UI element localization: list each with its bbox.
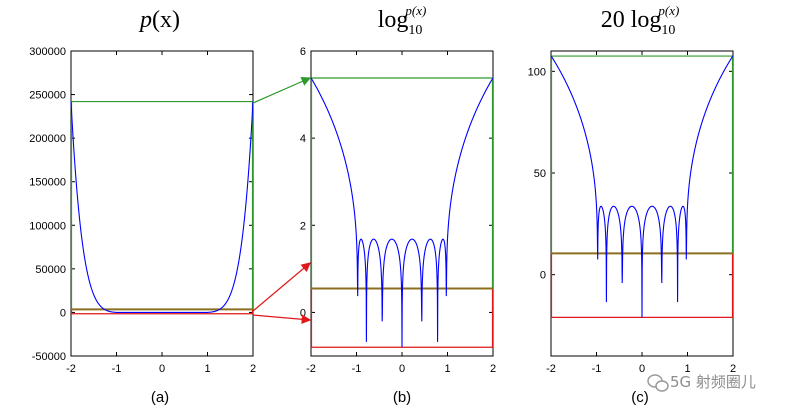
x-tick-label: -2: [66, 363, 76, 375]
y-tick-label: 6: [300, 46, 306, 58]
y-tick-label: -50000: [32, 351, 66, 363]
y-tick-label: 250000: [29, 90, 66, 102]
chart-panel-3: 20 log10p(x) -2 -1 0 1 2 0 50 100 (c): [528, 3, 736, 406]
x-tick-label: 0: [639, 363, 645, 375]
watermark: 5G 射频圈儿: [647, 373, 756, 392]
chart-title: log10p(x): [378, 3, 427, 38]
y-tick-label: 0: [300, 307, 306, 319]
x-tick-label: -1: [592, 363, 602, 375]
arrow-red-lower: [252, 314, 312, 325]
y-tick-label: 4: [300, 133, 306, 145]
chart-panel-1: p(x) -2 -1 0 1 2 -50000 0 50000 100000 150000 20000…: [29, 7, 256, 406]
x-tick-label: -1: [112, 363, 122, 375]
x-tick-label: 0: [159, 363, 165, 375]
arrow-red-upper: [252, 262, 311, 312]
x-tick-label: 0: [399, 363, 405, 375]
x-tick-label: 1: [684, 363, 690, 375]
y-tick-label: 0: [540, 270, 546, 282]
wechat-icon: [647, 374, 669, 392]
arrow-green: [252, 76, 312, 104]
x-tick-label: 2: [490, 363, 496, 375]
y-tick-label: 50000: [35, 264, 66, 276]
chart-panel-2: log10p(x) -2 -1 0 1 2 0 2 4 6 (b): [300, 3, 496, 406]
series-line: [70, 101, 254, 313]
panel-label: (a): [151, 389, 169, 406]
x-tick-label: -2: [306, 363, 316, 375]
series-line: [550, 55, 734, 318]
x-tick-label: -1: [352, 363, 362, 375]
x-tick-label: 1: [444, 363, 450, 375]
x-tick-label: 1: [204, 363, 210, 375]
watermark-text: 5G 射频圈儿: [670, 373, 756, 391]
panel-label: (c): [631, 389, 649, 406]
y-tick-label: 50: [534, 168, 546, 180]
y-tick-label: 150000: [29, 177, 66, 189]
chart-title: p(x): [138, 7, 180, 33]
panel-label: (b): [393, 389, 411, 406]
series-line: [310, 77, 494, 348]
y-tick-label: 300000: [29, 46, 66, 58]
y-tick-label: 100000: [29, 220, 66, 232]
y-tick-label: 100: [528, 66, 546, 78]
y-tick-label: 200000: [29, 133, 66, 145]
x-tick-label: -2: [546, 363, 556, 375]
y-tick-label: 0: [60, 307, 66, 319]
y-tick-label: 2: [300, 220, 306, 232]
x-tick-label: 2: [250, 363, 256, 375]
chart-title: 20 log10p(x): [601, 3, 680, 38]
x-tick-label: 2: [730, 363, 736, 375]
